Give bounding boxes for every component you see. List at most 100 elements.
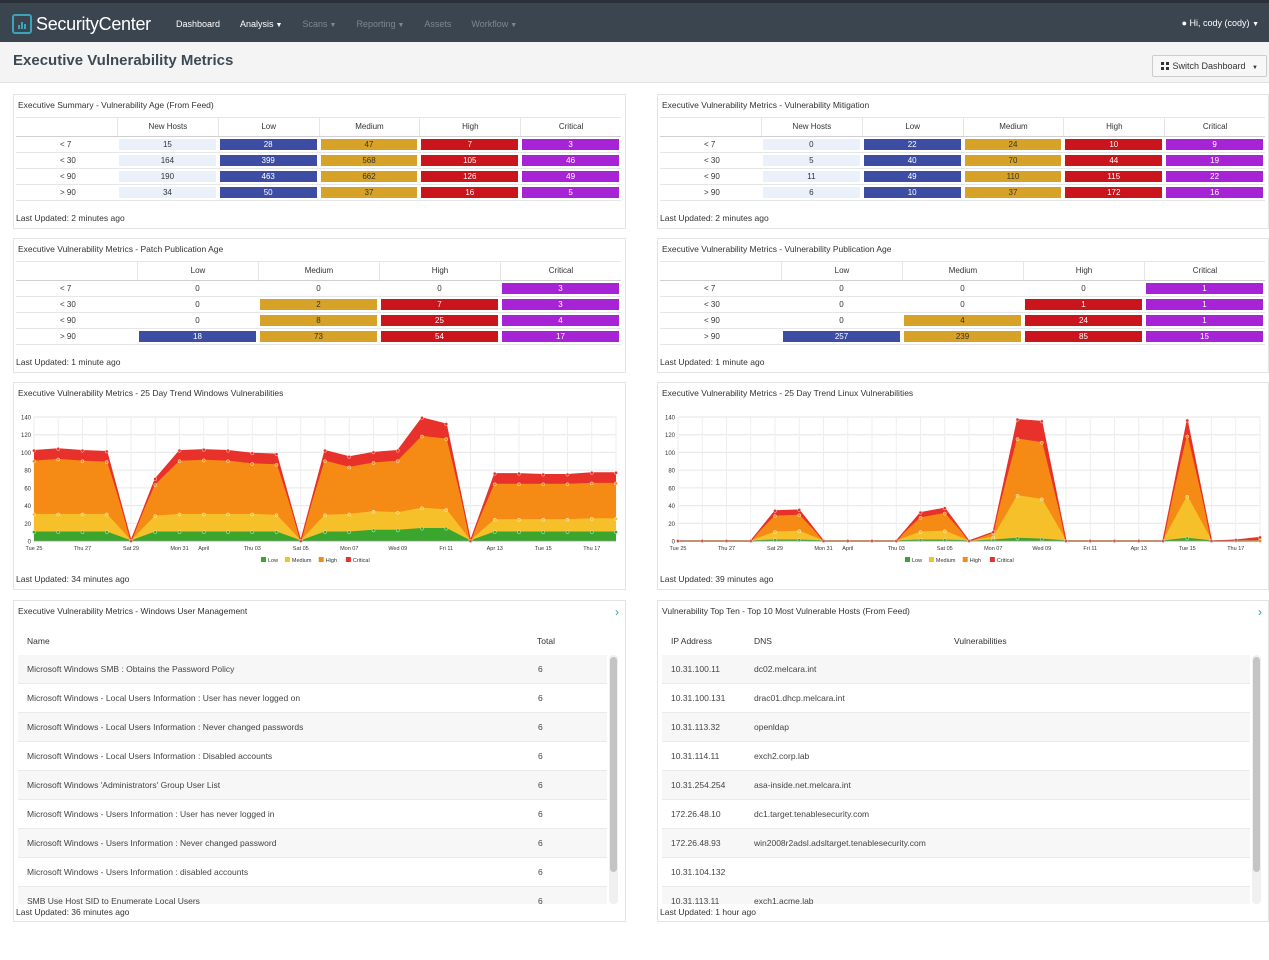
value-chip[interactable]: 7 [421,139,519,150]
data-point-medium[interactable] [371,509,376,514]
data-point-low[interactable] [153,530,158,534]
data-point-medium[interactable] [1015,494,1020,498]
data-point-low[interactable] [274,530,279,534]
value-chip[interactable]: 115 [1065,171,1163,182]
data-point-low[interactable] [444,526,449,531]
value-chip[interactable]: 0 [139,283,256,294]
value-chip[interactable]: 15 [119,139,216,150]
data-point-critical[interactable] [797,508,802,512]
data-point-high[interactable] [201,458,206,463]
data-point-high[interactable] [347,465,352,470]
value-chip[interactable]: 24 [964,139,1062,150]
scrollbar[interactable] [1252,655,1261,904]
value-chip[interactable]: 110 [964,171,1062,182]
value-chip[interactable]: 5 [522,187,619,198]
list-item[interactable]: 10.31.100.11 dc02.melcara.int [662,655,1250,684]
value-chip[interactable]: 24 [1025,315,1142,326]
data-point-medium[interactable] [153,514,158,518]
value-chip[interactable]: 6 [763,187,860,198]
value-chip[interactable]: 73 [260,331,377,342]
data-point-medium[interactable] [797,529,802,534]
value-chip[interactable]: 257 [783,331,900,342]
value-chip[interactable]: 85 [1025,331,1142,342]
data-point-low[interactable] [177,530,182,534]
legend-label-high[interactable]: High [326,558,337,564]
list-item[interactable]: Microsoft Windows - Local Users Informat… [18,742,607,771]
data-point-critical[interactable] [1015,417,1020,422]
value-chip[interactable]: 16 [421,187,519,198]
value-chip[interactable]: 1 [1146,283,1263,294]
value-chip[interactable]: 1 [1025,299,1142,310]
data-point-low[interactable] [371,528,376,533]
list-item[interactable]: 10.31.114.11 exch2.corp.lab [662,742,1250,771]
scrollbar-thumb[interactable] [1253,657,1260,872]
list-item[interactable]: Microsoft Windows - Local Users Informat… [18,684,607,713]
value-chip[interactable]: 1 [1146,299,1263,310]
data-point-medium[interactable] [565,517,570,522]
data-point-critical[interactable] [153,477,158,481]
data-point-critical[interactable] [56,447,61,451]
data-point-high[interactable] [371,461,376,465]
list-item[interactable]: 172.26.48.10 dc1.target.tenablesecurity.c… [662,800,1250,829]
value-chip[interactable]: 105 [421,155,519,166]
data-point-low[interactable] [1185,536,1190,541]
nav-item-reporting[interactable]: Reporting ▼ [356,19,404,29]
value-chip[interactable]: 15 [1146,331,1263,342]
data-point-medium[interactable] [104,512,109,517]
data-point-high[interactable] [323,459,327,464]
value-chip[interactable]: 0 [381,283,498,294]
data-point-high[interactable] [918,516,923,520]
value-chip[interactable]: 0 [260,283,377,294]
legend-label-medium[interactable]: Medium [292,558,312,564]
value-chip[interactable]: 190 [119,171,216,182]
value-chip[interactable]: 172 [1065,187,1163,198]
value-chip[interactable]: 239 [904,331,1021,342]
data-point-critical[interactable] [80,448,85,453]
value-chip[interactable]: 9 [1166,139,1263,150]
data-point-critical[interactable] [420,416,424,420]
value-chip[interactable]: 0 [904,299,1021,310]
data-point-high[interactable] [226,459,230,464]
data-point-high[interactable] [444,437,449,441]
data-point-critical[interactable] [177,448,182,453]
data-point-low[interactable] [420,526,424,531]
data-point-high[interactable] [589,481,594,486]
list-item[interactable]: Microsoft Windows - Local Users Informat… [18,713,607,742]
data-point-high[interactable] [250,462,255,466]
data-point-critical[interactable] [226,448,230,453]
value-chip[interactable]: 10 [1065,139,1163,150]
value-chip[interactable]: 3 [502,283,619,294]
data-point-critical[interactable] [565,472,570,477]
data-point-medium[interactable] [991,535,996,540]
value-chip[interactable]: 568 [320,155,418,166]
data-point-critical[interactable] [444,422,449,426]
value-chip[interactable]: 4 [904,315,1021,326]
column-header-dns[interactable]: DNS [754,636,772,646]
nav-item-dashboard[interactable]: Dashboard [176,19,220,29]
data-point-critical[interactable] [250,451,255,456]
data-point-critical[interactable] [492,471,497,476]
list-item[interactable]: Microsoft Windows - Users Information : … [18,829,607,858]
value-chip[interactable]: 25 [381,315,498,326]
value-chip[interactable]: 0 [763,139,860,150]
list-item[interactable]: SMB Use Host SID to Enumerate Local User… [18,887,607,904]
data-point-medium[interactable] [56,512,61,517]
value-chip[interactable]: 0 [1025,283,1142,294]
data-point-critical[interactable] [918,510,923,515]
data-point-high[interactable] [274,463,279,467]
value-chip[interactable]: 22 [1166,171,1263,182]
data-point-high[interactable] [177,459,182,464]
logo[interactable]: SecurityCenter [12,12,151,36]
data-point-low[interactable] [104,530,109,534]
value-chip[interactable]: 662 [320,171,418,182]
data-point-low[interactable] [517,530,521,534]
data-point-medium[interactable] [942,529,947,534]
value-chip[interactable]: 19 [1166,155,1263,166]
data-point-high[interactable] [942,511,947,516]
data-point-high[interactable] [104,460,109,464]
data-point-medium[interactable] [589,517,594,521]
data-point-medium[interactable] [250,512,255,517]
list-item[interactable]: Microsoft Windows - Users Information : … [18,800,607,829]
value-chip[interactable]: 18 [139,331,256,342]
data-point-medium[interactable] [323,513,327,518]
